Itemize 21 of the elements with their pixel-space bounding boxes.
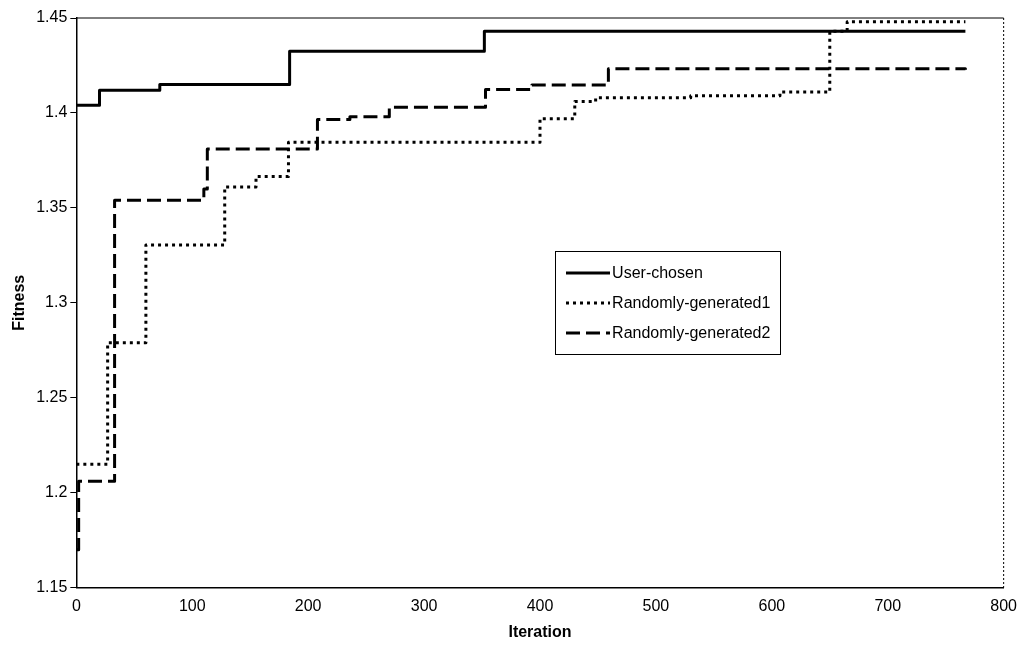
x-tick-label: 0 [71, 596, 81, 614]
x-tick-label: 800 [990, 596, 1018, 614]
x-tick-label: 500 [642, 596, 670, 614]
legend-label: Randomly-generated1 [612, 293, 771, 312]
y-tick-label: 1.25 [36, 388, 68, 406]
y-tick-label: 1.4 [45, 103, 68, 121]
x-tick-label: 600 [758, 596, 786, 614]
x-tick-label: 700 [874, 596, 902, 614]
x-axis-title: Iteration [508, 622, 572, 640]
x-tick-label: 400 [526, 596, 554, 614]
y-tick-label: 1.3 [45, 293, 68, 311]
x-tick-label: 200 [294, 596, 322, 614]
legend-label: Randomly-generated2 [612, 323, 771, 342]
legend-label: User-chosen [612, 263, 703, 282]
x-tick-label: 300 [410, 596, 438, 614]
y-tick-label: 1.35 [36, 198, 68, 216]
y-tick-label: 1.15 [36, 578, 68, 596]
y-axis-title: Fitness [10, 274, 28, 331]
y-tick-label: 1.45 [36, 8, 68, 26]
x-tick-label: 100 [178, 596, 206, 614]
y-tick-label: 1.2 [45, 483, 68, 501]
